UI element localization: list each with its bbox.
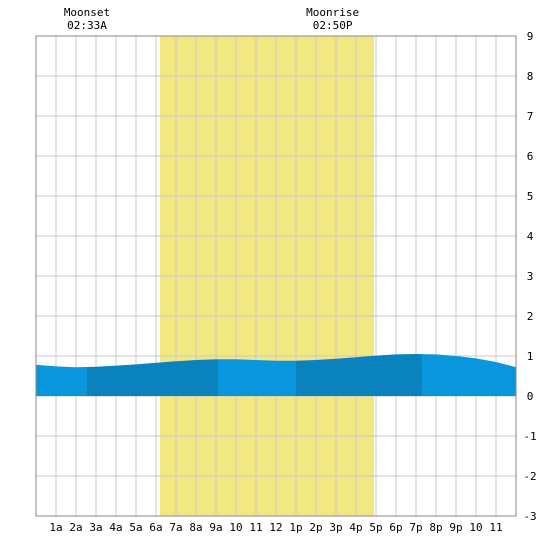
x-tick-label: 2p [309, 521, 322, 534]
moon-event-label: Moonrise [306, 6, 359, 19]
moon-event-label: Moonset [64, 6, 110, 19]
y-tick-label: 1 [527, 350, 534, 363]
y-tick-label: 6 [527, 150, 534, 163]
plot-frame [35, 35, 517, 517]
x-tick-label: 5a [129, 521, 142, 534]
y-tick-label: -1 [523, 430, 536, 443]
tide-area-band [422, 354, 516, 396]
y-tick-label: 9 [527, 30, 534, 43]
y-tick-label: 5 [527, 190, 534, 203]
x-tick-label: 7a [169, 521, 182, 534]
y-tick-label: 4 [527, 230, 534, 243]
tide-area-band [296, 354, 422, 396]
x-tick-label: 3p [329, 521, 342, 534]
y-tick-label: 8 [527, 70, 534, 83]
x-tick-label: 12 [269, 521, 282, 534]
moon-event-time: 02:50P [313, 19, 353, 32]
x-tick-label: 1p [289, 521, 302, 534]
tide-area-band [36, 364, 87, 396]
x-tick-label: 4p [349, 521, 362, 534]
tide-area-band [218, 359, 296, 396]
x-tick-label: 3a [89, 521, 102, 534]
x-tick-label: 10 [469, 521, 482, 534]
x-tick-label: 5p [369, 521, 382, 534]
x-tick-label: 11 [249, 521, 262, 534]
y-tick-label: 3 [527, 270, 534, 283]
x-tick-label: 9a [209, 521, 222, 534]
x-tick-label: 11 [489, 521, 502, 534]
x-tick-label: 8p [429, 521, 442, 534]
x-tick-label: 10 [229, 521, 242, 534]
y-tick-label: 2 [527, 310, 534, 323]
tide-area-band [87, 359, 218, 396]
x-tick-label: 9p [449, 521, 462, 534]
x-tick-label: 6p [389, 521, 402, 534]
x-tick-label: 2a [69, 521, 82, 534]
x-tick-label: 6a [149, 521, 162, 534]
y-tick-label: -3 [523, 510, 536, 523]
y-tick-label: 7 [527, 110, 534, 123]
x-tick-label: 1a [49, 521, 62, 534]
x-tick-label: 8a [189, 521, 202, 534]
y-tick-label: 0 [527, 390, 534, 403]
y-tick-label: -2 [523, 470, 536, 483]
x-tick-label: 4a [109, 521, 122, 534]
moon-event-time: 02:33A [67, 19, 107, 32]
x-tick-label: 7p [409, 521, 422, 534]
